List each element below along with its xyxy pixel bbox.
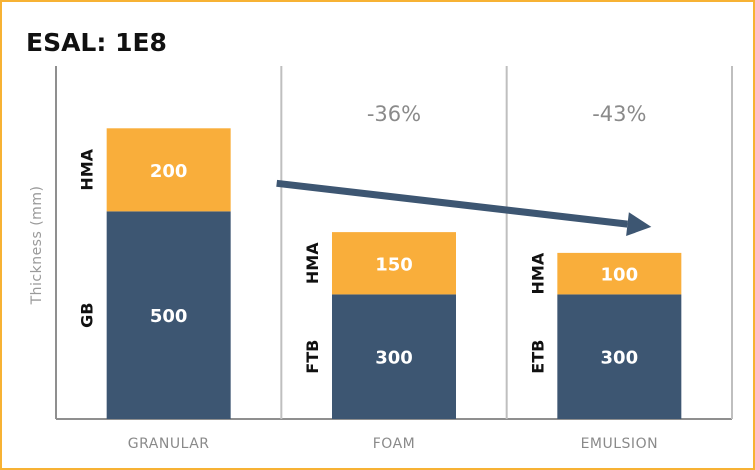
data-label: 500 bbox=[150, 306, 188, 327]
trend-arrow-head bbox=[626, 212, 652, 237]
bar-segment-foam-base bbox=[332, 294, 456, 419]
data-label: 300 bbox=[375, 348, 413, 369]
plot-area: 500 GB 200 HMA GRANULAR 300 FTB 150 HMA FOAM 300 ET… bbox=[55, 66, 733, 452]
data-label: 300 bbox=[601, 348, 639, 369]
layer-label: HMA bbox=[78, 148, 97, 190]
bar-segment-granular-base bbox=[106, 211, 231, 419]
category-label: EMULSION bbox=[581, 436, 658, 452]
bar-segment-emulsion-hma bbox=[557, 252, 682, 295]
percent-annotation: -36% bbox=[367, 102, 421, 126]
layer-label: ETB bbox=[528, 340, 547, 374]
trend-arrow-line bbox=[276, 179, 628, 228]
data-label: 200 bbox=[150, 161, 188, 182]
chart-title: ESAL: 1E8 bbox=[26, 28, 167, 57]
data-label: 150 bbox=[375, 254, 413, 275]
bar-segment-granular-hma bbox=[106, 128, 231, 212]
layer-label: HMA bbox=[303, 242, 322, 284]
category-label: GRANULAR bbox=[128, 436, 210, 452]
percent-annotation: -43% bbox=[592, 102, 646, 126]
layer-label: GB bbox=[78, 303, 97, 328]
category-label: FOAM bbox=[373, 436, 415, 452]
bar-segment-emulsion-base bbox=[557, 294, 682, 419]
layer-label: FTB bbox=[303, 340, 322, 374]
bar-segment-foam-hma bbox=[332, 232, 456, 295]
y-axis-label: Thickness (mm) bbox=[29, 186, 45, 306]
data-label: 100 bbox=[601, 265, 639, 286]
layer-label: HMA bbox=[528, 252, 547, 294]
